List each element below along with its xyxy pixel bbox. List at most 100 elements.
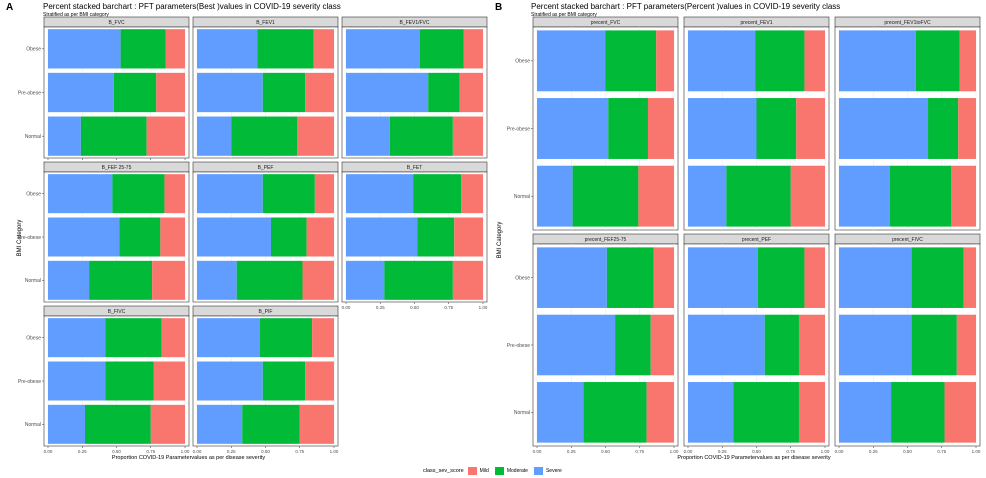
bar-mild-pre-obese bbox=[306, 217, 334, 257]
y-tick-label: Normal bbox=[25, 422, 41, 428]
legend-swatch-moderate bbox=[494, 467, 504, 475]
bar-mild-normal bbox=[297, 116, 334, 156]
bar-moderate-normal bbox=[583, 382, 647, 443]
bar-moderate-normal bbox=[231, 116, 298, 156]
bar-mild-obese bbox=[656, 30, 674, 92]
x-tick-label: 0.50 bbox=[752, 449, 761, 454]
bar-severe-obese bbox=[197, 29, 258, 69]
facet-b-fvc: B_FVC bbox=[43, 16, 190, 159]
y-tick-label: Pre-obese bbox=[18, 235, 41, 241]
legend-label-mild: Mild bbox=[479, 468, 489, 474]
bar-severe-normal bbox=[688, 165, 727, 227]
bar-severe-pre-obese bbox=[688, 314, 765, 376]
panel-a-subtitle: Stratified as per BMI category bbox=[43, 12, 109, 18]
bar-moderate-obese bbox=[120, 29, 166, 69]
x-tick-label: 1.00 bbox=[972, 449, 981, 454]
y-tick-label: Normal bbox=[514, 194, 530, 200]
y-tick-label: Pre-obese bbox=[507, 343, 530, 349]
facet-title: B_FEF 25-75 bbox=[102, 165, 132, 171]
legend-label-severe: Severe bbox=[545, 468, 562, 474]
bar-mild-normal bbox=[152, 260, 185, 300]
bar-moderate-obese bbox=[757, 247, 805, 308]
facet-title: B_PIF bbox=[259, 309, 273, 315]
panel-a-chart: B_FVC Obese Pre-obese Normal 0.00 0.25 0.50 0.7… bbox=[18, 16, 488, 454]
x-tick-label: 1.00 bbox=[330, 449, 339, 454]
x-tick-label: 1.00 bbox=[479, 305, 488, 310]
bar-severe-pre-obese bbox=[197, 361, 263, 401]
x-tick-label: 0.00 bbox=[193, 449, 202, 454]
facet-title: precent_FIVC bbox=[892, 237, 923, 243]
facet-title: precent_FEV1toFVC bbox=[884, 20, 931, 26]
bar-severe-pre-obese bbox=[688, 98, 757, 159]
x-tick-label: 0.75 bbox=[444, 305, 453, 310]
panel-b-chart: precent_FVC Obese Pre-obese Normal precent_F… bbox=[507, 16, 981, 454]
bar-moderate-normal bbox=[726, 165, 791, 227]
legend-label-moderate: Moderate bbox=[506, 468, 528, 474]
facet-precent-pef: precent_PEF bbox=[683, 233, 830, 447]
bar-severe-normal bbox=[346, 260, 385, 300]
facet-b-fet: B_FET bbox=[341, 161, 488, 303]
bar-severe-obese bbox=[688, 247, 758, 308]
bar-severe-pre-obese bbox=[48, 72, 114, 113]
facet-title: precent_FVC bbox=[591, 20, 621, 26]
legend-swatch-mild bbox=[467, 467, 477, 475]
bar-moderate-pre-obese bbox=[262, 72, 306, 113]
bar-mild-pre-obese bbox=[305, 361, 334, 401]
bar-severe-obese bbox=[48, 29, 121, 69]
bar-severe-pre-obese bbox=[346, 217, 418, 257]
panel-b-subtitle: Stratified as per BMI category bbox=[531, 12, 597, 18]
bar-severe-pre-obese bbox=[839, 98, 929, 159]
x-tick-label: 0.50 bbox=[261, 449, 270, 454]
x-tick-label: 0.50 bbox=[601, 449, 610, 454]
facet-title: B_FVC bbox=[108, 20, 125, 26]
bar-mild-pre-obese bbox=[956, 314, 976, 376]
bar-mild-pre-obese bbox=[459, 72, 483, 113]
bar-mild-normal bbox=[944, 382, 976, 443]
facet-title: B_FIVC bbox=[108, 309, 126, 315]
panel-b-letter: B bbox=[495, 2, 503, 13]
panel-b-ylabel: BMI Category bbox=[497, 221, 503, 259]
bar-mild-obese bbox=[312, 318, 334, 358]
facet-title: B_PEF bbox=[258, 165, 274, 171]
x-tick-label: 0.25 bbox=[376, 305, 385, 310]
bar-moderate-normal bbox=[384, 260, 453, 300]
bar-severe-obese bbox=[48, 174, 113, 214]
bar-moderate-obese bbox=[112, 174, 165, 214]
y-tick-label: Normal bbox=[25, 134, 41, 140]
bar-mild-obese bbox=[165, 29, 185, 69]
bar-moderate-obese bbox=[257, 29, 314, 69]
bar-moderate-pre-obese bbox=[105, 361, 154, 401]
bar-severe-obese bbox=[537, 30, 606, 92]
y-tick-label: Pre-obese bbox=[18, 90, 41, 96]
bar-mild-pre-obese bbox=[647, 98, 674, 159]
bar-moderate-obese bbox=[262, 174, 315, 214]
facet-title: B_FEV1/FVC bbox=[399, 20, 429, 26]
bar-mild-normal bbox=[646, 382, 674, 443]
facet-precent-fev1tofvc: precent_FEV1toFVC bbox=[834, 16, 981, 231]
x-tick-label: 0.00 bbox=[533, 449, 542, 454]
panel-b-title: Percent stacked barchart : PFT parameter… bbox=[531, 2, 841, 11]
bar-mild-obese bbox=[804, 247, 825, 308]
bar-mild-normal bbox=[638, 165, 674, 227]
bar-mild-normal bbox=[299, 404, 334, 444]
y-tick-label: Obese bbox=[26, 335, 41, 341]
panel-a-xlabel: Proportion COVID-19 Parametervalues as p… bbox=[111, 455, 266, 461]
facet-b-pif: B_PIF bbox=[192, 305, 339, 447]
bar-severe-normal bbox=[839, 165, 890, 227]
bar-moderate-normal bbox=[89, 260, 153, 300]
bar-moderate-obese bbox=[915, 30, 960, 92]
x-tick-label: 0.50 bbox=[112, 449, 121, 454]
facet-precent-fef25-75: precent_FEF25-75 bbox=[532, 233, 679, 447]
facet-title: precent_FEF25-75 bbox=[585, 237, 627, 243]
bar-severe-pre-obese bbox=[346, 72, 429, 113]
facet-b-fef-25-75: B_FEF 25-75 bbox=[43, 161, 190, 303]
bar-severe-pre-obese bbox=[48, 361, 106, 401]
bar-mild-obese bbox=[313, 29, 334, 69]
bar-severe-normal bbox=[537, 165, 573, 227]
x-tick-label: 0.75 bbox=[786, 449, 795, 454]
bar-moderate-obese bbox=[260, 318, 313, 358]
bar-severe-pre-obese bbox=[197, 217, 271, 257]
bar-mild-obese bbox=[314, 174, 334, 214]
x-tick-label: 0.25 bbox=[869, 449, 878, 454]
bar-moderate-normal bbox=[733, 382, 799, 443]
